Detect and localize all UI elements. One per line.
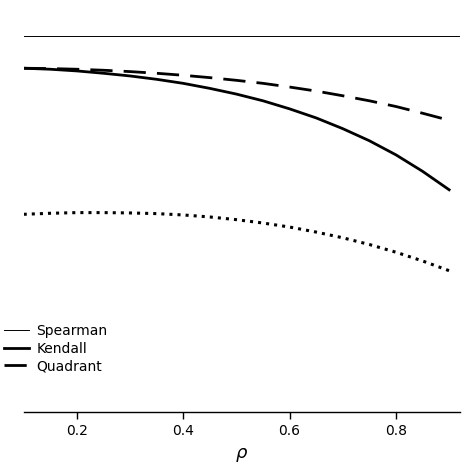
- Kendall: [447, 118, 452, 123]
- Spearman: [100, 71, 106, 76]
- Line: Quadrant: Quadrant: [24, 213, 449, 271]
- Kendall: [74, 66, 80, 72]
- Spearman: [393, 152, 399, 158]
- Spearman: [207, 85, 213, 91]
- Quadrant: [287, 224, 292, 230]
- Quadrant: [154, 211, 159, 217]
- Quadrant: [100, 210, 106, 216]
- Quadrant: [419, 258, 425, 264]
- Kendall: [234, 77, 239, 83]
- Kendall: [419, 110, 425, 116]
- Kendall: [100, 67, 106, 73]
- Kendall: [181, 73, 186, 78]
- Spearman: [260, 98, 266, 104]
- Spearman: [419, 168, 425, 174]
- Spearman: [447, 187, 452, 192]
- Quadrant: [447, 268, 452, 273]
- Spearman: [127, 73, 133, 79]
- Quadrant: [21, 211, 27, 217]
- Quadrant: [260, 220, 266, 226]
- Kendall: [366, 98, 372, 104]
- Quadrant: [313, 229, 319, 235]
- Spearman: [313, 115, 319, 121]
- Spearman: [21, 65, 27, 71]
- Quadrant: [207, 214, 213, 220]
- Kendall: [127, 69, 133, 74]
- Spearman: [234, 91, 239, 97]
- Spearman: [47, 66, 53, 72]
- Kendall: [287, 84, 292, 90]
- Quadrant: [181, 212, 186, 218]
- Spearman: [287, 106, 292, 112]
- Quadrant: [366, 242, 372, 247]
- Quadrant: [393, 249, 399, 255]
- Kendall: [260, 81, 266, 86]
- Kendall: [154, 71, 159, 76]
- Kendall: [393, 104, 399, 109]
- Kendall: [313, 88, 319, 94]
- Spearman: [74, 68, 80, 74]
- Spearman: [340, 126, 346, 131]
- Quadrant: [340, 235, 346, 241]
- Kendall: [47, 66, 53, 72]
- Kendall: [207, 75, 213, 81]
- Quadrant: [74, 210, 80, 216]
- Quadrant: [234, 217, 239, 222]
- Line: Spearman: Spearman: [24, 68, 449, 190]
- Kendall: [21, 65, 27, 71]
- X-axis label: ρ: ρ: [236, 444, 247, 462]
- Kendall: [340, 93, 346, 99]
- Quadrant: [47, 210, 53, 216]
- Spearman: [154, 76, 159, 82]
- Line: Kendall: Kendall: [24, 68, 449, 120]
- Spearman: [181, 81, 186, 86]
- Quadrant: [127, 210, 133, 216]
- Spearman: [366, 138, 372, 144]
- Legend: Spearman, Kendall, Quadrant: Spearman, Kendall, Quadrant: [4, 324, 108, 373]
